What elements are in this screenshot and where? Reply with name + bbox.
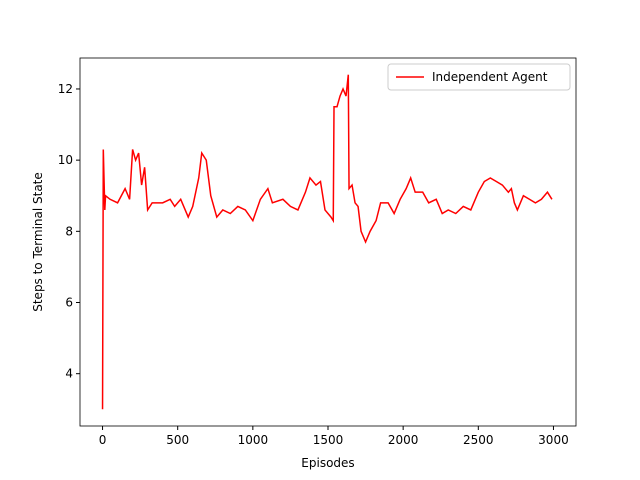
x-tick-label: 2000 xyxy=(388,433,419,447)
x-tick-label: 1000 xyxy=(238,433,269,447)
y-tick-label: 8 xyxy=(65,224,73,238)
y-tick-label: 4 xyxy=(65,367,73,381)
plot-frame xyxy=(79,57,577,427)
y-tick-label: 10 xyxy=(58,153,73,167)
legend-label: Independent Agent xyxy=(432,70,548,84)
x-axis-label: Episodes xyxy=(301,456,354,470)
x-tick-label: 0 xyxy=(99,433,107,447)
y-tick-label: 12 xyxy=(58,82,73,96)
y-tick-label: 6 xyxy=(65,296,73,310)
x-tick-label: 500 xyxy=(166,433,189,447)
y-axis-label: Steps to Terminal State xyxy=(31,172,45,312)
data-line xyxy=(101,74,553,410)
x-tick-label: 2500 xyxy=(463,433,494,447)
legend-box xyxy=(387,63,571,91)
x-tick-label: 3000 xyxy=(538,433,569,447)
x-tick-label: 1500 xyxy=(313,433,344,447)
